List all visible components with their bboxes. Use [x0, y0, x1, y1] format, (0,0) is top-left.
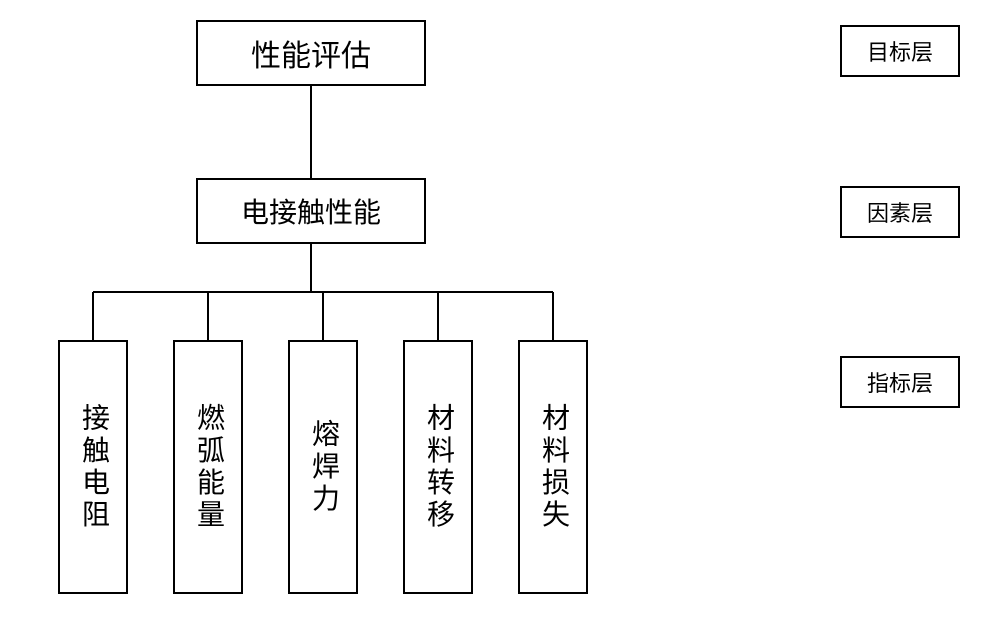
indicator-label: 材料损失: [533, 403, 573, 532]
indicator-label: 材料转移: [418, 403, 458, 532]
legend-indicator-label: 指标层: [867, 366, 933, 398]
factor-label: 电接触性能: [241, 191, 381, 231]
connector-lines: [0, 0, 1000, 624]
legend-indicator-box: 指标层: [840, 356, 960, 408]
indicator-box: 熔焊力: [288, 340, 358, 594]
legend-factor-box: 因素层: [840, 186, 960, 238]
legend-factor-label: 因素层: [867, 196, 933, 228]
indicator-label: 熔焊力: [303, 419, 343, 516]
legend-goal-label: 目标层: [867, 35, 933, 67]
indicator-box: 材料转移: [403, 340, 473, 594]
indicator-label: 燃弧能量: [188, 403, 228, 532]
indicator-label: 接触电阻: [73, 403, 113, 532]
goal-box: 性能评估: [196, 20, 426, 86]
diagram-canvas: 性能评估 电接触性能 接触电阻 燃弧能量 熔焊力 材料转移 材料损失 目标层 因…: [0, 0, 1000, 624]
indicator-box: 接触电阻: [58, 340, 128, 594]
factor-box: 电接触性能: [196, 178, 426, 244]
indicator-box: 燃弧能量: [173, 340, 243, 594]
legend-goal-box: 目标层: [840, 25, 960, 77]
goal-label: 性能评估: [251, 31, 371, 75]
indicator-box: 材料损失: [518, 340, 588, 594]
